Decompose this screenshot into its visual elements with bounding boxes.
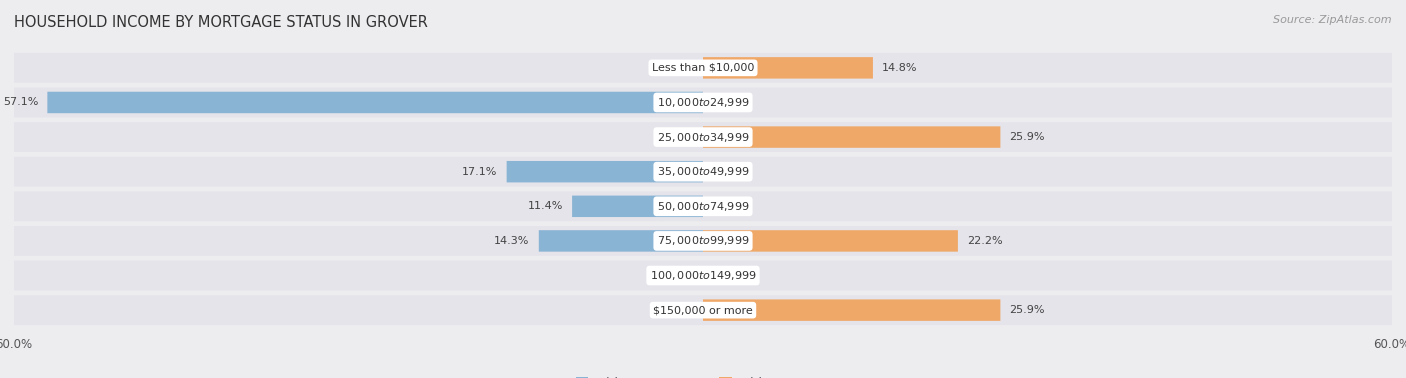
FancyBboxPatch shape [14, 261, 1392, 290]
Text: 57.1%: 57.1% [3, 98, 38, 107]
Text: 22.2%: 22.2% [967, 236, 1002, 246]
Text: 0.0%: 0.0% [665, 63, 693, 73]
Text: 0.0%: 0.0% [713, 271, 741, 280]
Text: $35,000 to $49,999: $35,000 to $49,999 [657, 165, 749, 178]
Text: Source: ZipAtlas.com: Source: ZipAtlas.com [1274, 15, 1392, 25]
Text: 0.0%: 0.0% [713, 98, 741, 107]
FancyBboxPatch shape [14, 295, 1392, 325]
FancyBboxPatch shape [703, 299, 1001, 321]
Text: $150,000 or more: $150,000 or more [654, 305, 752, 315]
FancyBboxPatch shape [14, 88, 1392, 117]
Text: $75,000 to $99,999: $75,000 to $99,999 [657, 234, 749, 248]
FancyBboxPatch shape [48, 92, 703, 113]
FancyBboxPatch shape [703, 126, 1001, 148]
Text: 0.0%: 0.0% [665, 271, 693, 280]
FancyBboxPatch shape [506, 161, 703, 183]
Text: HOUSEHOLD INCOME BY MORTGAGE STATUS IN GROVER: HOUSEHOLD INCOME BY MORTGAGE STATUS IN G… [14, 15, 427, 30]
Text: 0.0%: 0.0% [713, 167, 741, 177]
Text: $10,000 to $24,999: $10,000 to $24,999 [657, 96, 749, 109]
FancyBboxPatch shape [14, 122, 1392, 152]
FancyBboxPatch shape [703, 230, 957, 252]
Text: $25,000 to $34,999: $25,000 to $34,999 [657, 130, 749, 144]
Text: 14.3%: 14.3% [495, 236, 530, 246]
FancyBboxPatch shape [538, 230, 703, 252]
Text: $50,000 to $74,999: $50,000 to $74,999 [657, 200, 749, 213]
Text: 25.9%: 25.9% [1010, 132, 1045, 142]
FancyBboxPatch shape [14, 191, 1392, 221]
Text: 0.0%: 0.0% [665, 132, 693, 142]
Text: $100,000 to $149,999: $100,000 to $149,999 [650, 269, 756, 282]
Text: 11.4%: 11.4% [527, 201, 562, 211]
FancyBboxPatch shape [14, 53, 1392, 83]
Text: 0.0%: 0.0% [713, 201, 741, 211]
FancyBboxPatch shape [572, 195, 703, 217]
Legend: Without Mortgage, With Mortgage: Without Mortgage, With Mortgage [575, 376, 831, 378]
FancyBboxPatch shape [14, 157, 1392, 187]
Text: 17.1%: 17.1% [463, 167, 498, 177]
Text: 14.8%: 14.8% [882, 63, 918, 73]
FancyBboxPatch shape [703, 57, 873, 79]
Text: 0.0%: 0.0% [665, 305, 693, 315]
Text: Less than $10,000: Less than $10,000 [652, 63, 754, 73]
Text: 25.9%: 25.9% [1010, 305, 1045, 315]
FancyBboxPatch shape [14, 226, 1392, 256]
